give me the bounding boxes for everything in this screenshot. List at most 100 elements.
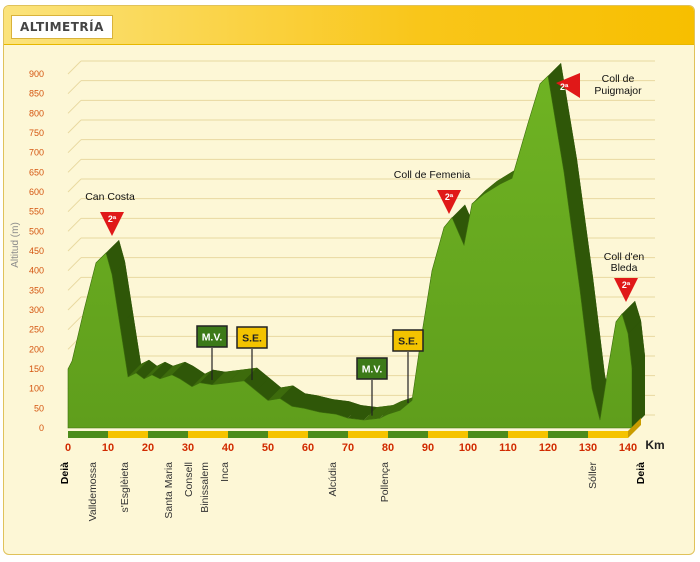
x-tick-label: 90 (422, 442, 434, 454)
grid-diagonal (67, 99, 82, 114)
axis-band-segment (388, 431, 428, 438)
sprint-box (196, 325, 228, 348)
grid-diagonal (67, 316, 82, 331)
climb-name: Puigmajor (594, 85, 642, 97)
climb-category: 2ª (560, 82, 569, 92)
profile-end-cap (632, 356, 645, 428)
y-tick-label: 200 (29, 344, 44, 354)
y-tick-label: 500 (29, 226, 44, 236)
profile (67, 62, 645, 429)
profile-ridge (628, 320, 645, 369)
grid-diagonal (67, 276, 82, 291)
profile-ridge (136, 359, 157, 379)
climb-name: Coll d'en (604, 251, 645, 263)
sprint-label: M.V. (362, 364, 383, 376)
profile-ridge (128, 359, 149, 377)
place-label: s'Esglèieta (119, 462, 131, 513)
grid-diagonal (67, 119, 82, 134)
y-tick-label: 400 (29, 266, 44, 276)
climb-marker (556, 73, 580, 98)
profile-ridge (244, 367, 269, 391)
x-tick-label: 140 (619, 442, 637, 454)
place-label: Deià (635, 462, 647, 484)
axis-band-segment (548, 431, 588, 438)
place-label: Alcúdia (327, 462, 339, 497)
y-tick-label: 150 (29, 364, 44, 374)
profile-ridge (320, 399, 349, 415)
axis-band-segment (308, 431, 348, 438)
climb-name: Bleda (611, 262, 638, 274)
axis-band-segment (228, 431, 268, 438)
place-label: Pollença (379, 462, 391, 502)
grid-diagonal (67, 80, 82, 95)
profile-ridge (388, 397, 413, 415)
profile-ridge (268, 385, 293, 401)
climb-category: 2ª (445, 192, 454, 202)
profile-ridge (364, 405, 393, 421)
profile-ridge (336, 401, 361, 419)
place-label: Valldemossa (87, 462, 99, 521)
axis-band-segment (468, 431, 508, 438)
page-title: ALTIMETRÍA (11, 15, 113, 39)
y-tick-label: 50 (34, 403, 44, 413)
grid-diagonal (67, 296, 82, 311)
profile-ridge (280, 385, 305, 407)
grid-diagonal (67, 217, 82, 232)
x-axis-label: Km (645, 438, 664, 452)
x-tick-label: 50 (262, 442, 274, 454)
profile-ridge (622, 300, 641, 334)
y-tick-label: 0 (39, 423, 44, 433)
profile-front (67, 75, 633, 429)
y-tick-label: 550 (29, 207, 44, 217)
grid-diagonal (67, 60, 82, 75)
profile-ridge (564, 159, 593, 291)
profile-ridge (212, 369, 241, 385)
profile-ridge (380, 401, 401, 419)
profile-ridge (256, 377, 281, 401)
grid-diagonal (67, 178, 82, 193)
profile-ridge (472, 180, 497, 204)
x-tick-label: 30 (182, 442, 194, 454)
x-axis: 0 10 20 30 40 50 60 70 80 90 100 110 120 130 140 (65, 418, 641, 454)
axis-band-segment (348, 431, 388, 438)
y-tick-label: 450 (29, 246, 44, 256)
climb-name: Coll de (602, 73, 635, 85)
axis-band-segment (268, 431, 308, 438)
profile-ridge (120, 312, 141, 377)
place-label: Sóller (587, 462, 599, 489)
sprint-box (356, 357, 388, 380)
profile-ridge (160, 361, 185, 379)
climb-marker (614, 278, 638, 302)
axis-band-segment (428, 431, 468, 438)
x-tick-label: 20 (142, 442, 154, 454)
profile-ridge (192, 369, 213, 387)
y-tick-label: 350 (29, 285, 44, 295)
x-tick-label: 40 (222, 442, 234, 454)
place-label: Consell (183, 462, 195, 497)
x-tick-label: 10 (102, 442, 114, 454)
profile-ridge (172, 361, 193, 379)
axis-band-segment (108, 431, 148, 438)
profile-ridge (144, 361, 165, 379)
climb-marker (100, 212, 124, 236)
climb-name: Coll de Femenia (394, 169, 471, 181)
climb-category: 2ª (108, 214, 117, 224)
sprint-box (392, 329, 424, 352)
axis-band-segment (68, 431, 108, 438)
x-tick-label: 130 (579, 442, 597, 454)
y-tick-label: 750 (29, 128, 44, 138)
sprint-label: S.E. (242, 333, 262, 345)
x-tick-label: 0 (65, 442, 71, 454)
profile-ridge (292, 393, 317, 409)
header-band (4, 6, 694, 45)
y-tick-label: 100 (29, 384, 44, 394)
grid-diagonal (67, 198, 82, 213)
profile-ridge (348, 405, 377, 421)
y-tick-label: 650 (29, 167, 44, 177)
y-tick-label: 800 (29, 108, 44, 118)
sprint-box (236, 326, 268, 349)
climb-category: 2ª (622, 280, 631, 290)
profile-ridge (304, 395, 333, 413)
grid-diagonal (67, 158, 82, 173)
